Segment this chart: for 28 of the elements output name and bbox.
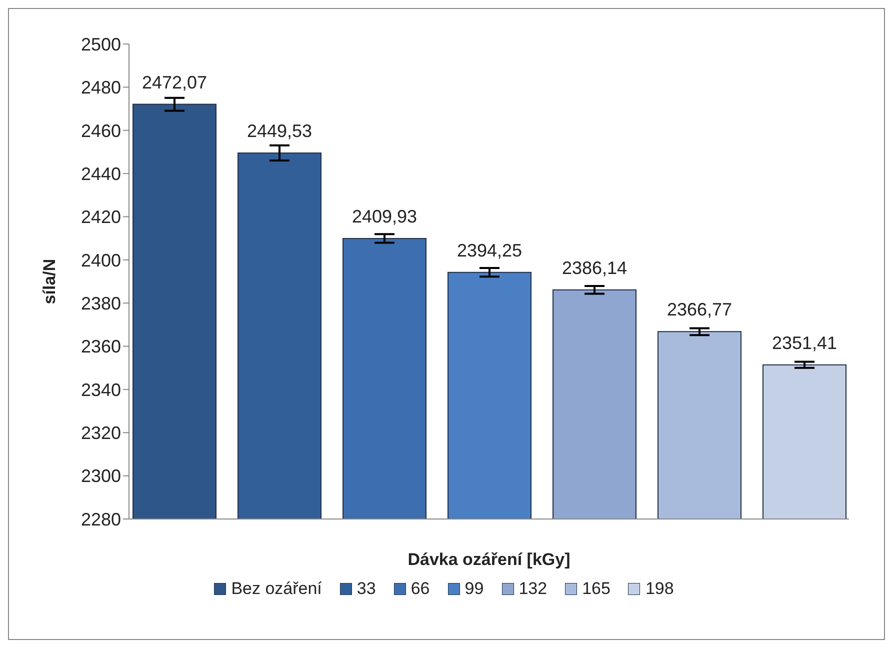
y-tick-label: 2300 [80, 466, 121, 486]
y-tick-label: 2400 [80, 250, 121, 270]
x-axis-title: Dávka ozáření [kGy] [408, 550, 570, 569]
data-label: 2409,93 [352, 206, 418, 226]
data-label: 2351,41 [772, 332, 838, 353]
data-label: 2472,07 [142, 72, 208, 92]
y-axis-title: síla/N [40, 258, 60, 304]
legend-label: Bez ozáření [231, 579, 322, 599]
y-tick-label: 2420 [80, 207, 121, 228]
y-tick-label: 2500 [80, 34, 121, 54]
data-label: 2394,25 [456, 240, 522, 260]
y-tick-label: 2440 [80, 164, 121, 184]
legend-label: 198 [645, 579, 674, 599]
y-tick-label: 2360 [80, 336, 121, 357]
legend-label: 99 [464, 579, 484, 599]
y-tick-label: 2320 [80, 423, 121, 444]
y-tick-label: 2480 [80, 78, 121, 98]
legend-label: 66 [410, 579, 430, 599]
data-label: 2366,77 [666, 300, 732, 320]
y-tick-label: 2280 [80, 509, 121, 530]
legend-label: 132 [518, 579, 548, 599]
y-tick-label: 2380 [80, 293, 121, 314]
data-label: 2386,14 [562, 258, 628, 278]
y-tick-label: 2460 [80, 120, 121, 141]
data-label: 2449,53 [246, 120, 312, 141]
y-tick-label: 2340 [80, 380, 121, 400]
legend-label: 165 [582, 579, 610, 599]
legend-label: 33 [356, 579, 376, 599]
